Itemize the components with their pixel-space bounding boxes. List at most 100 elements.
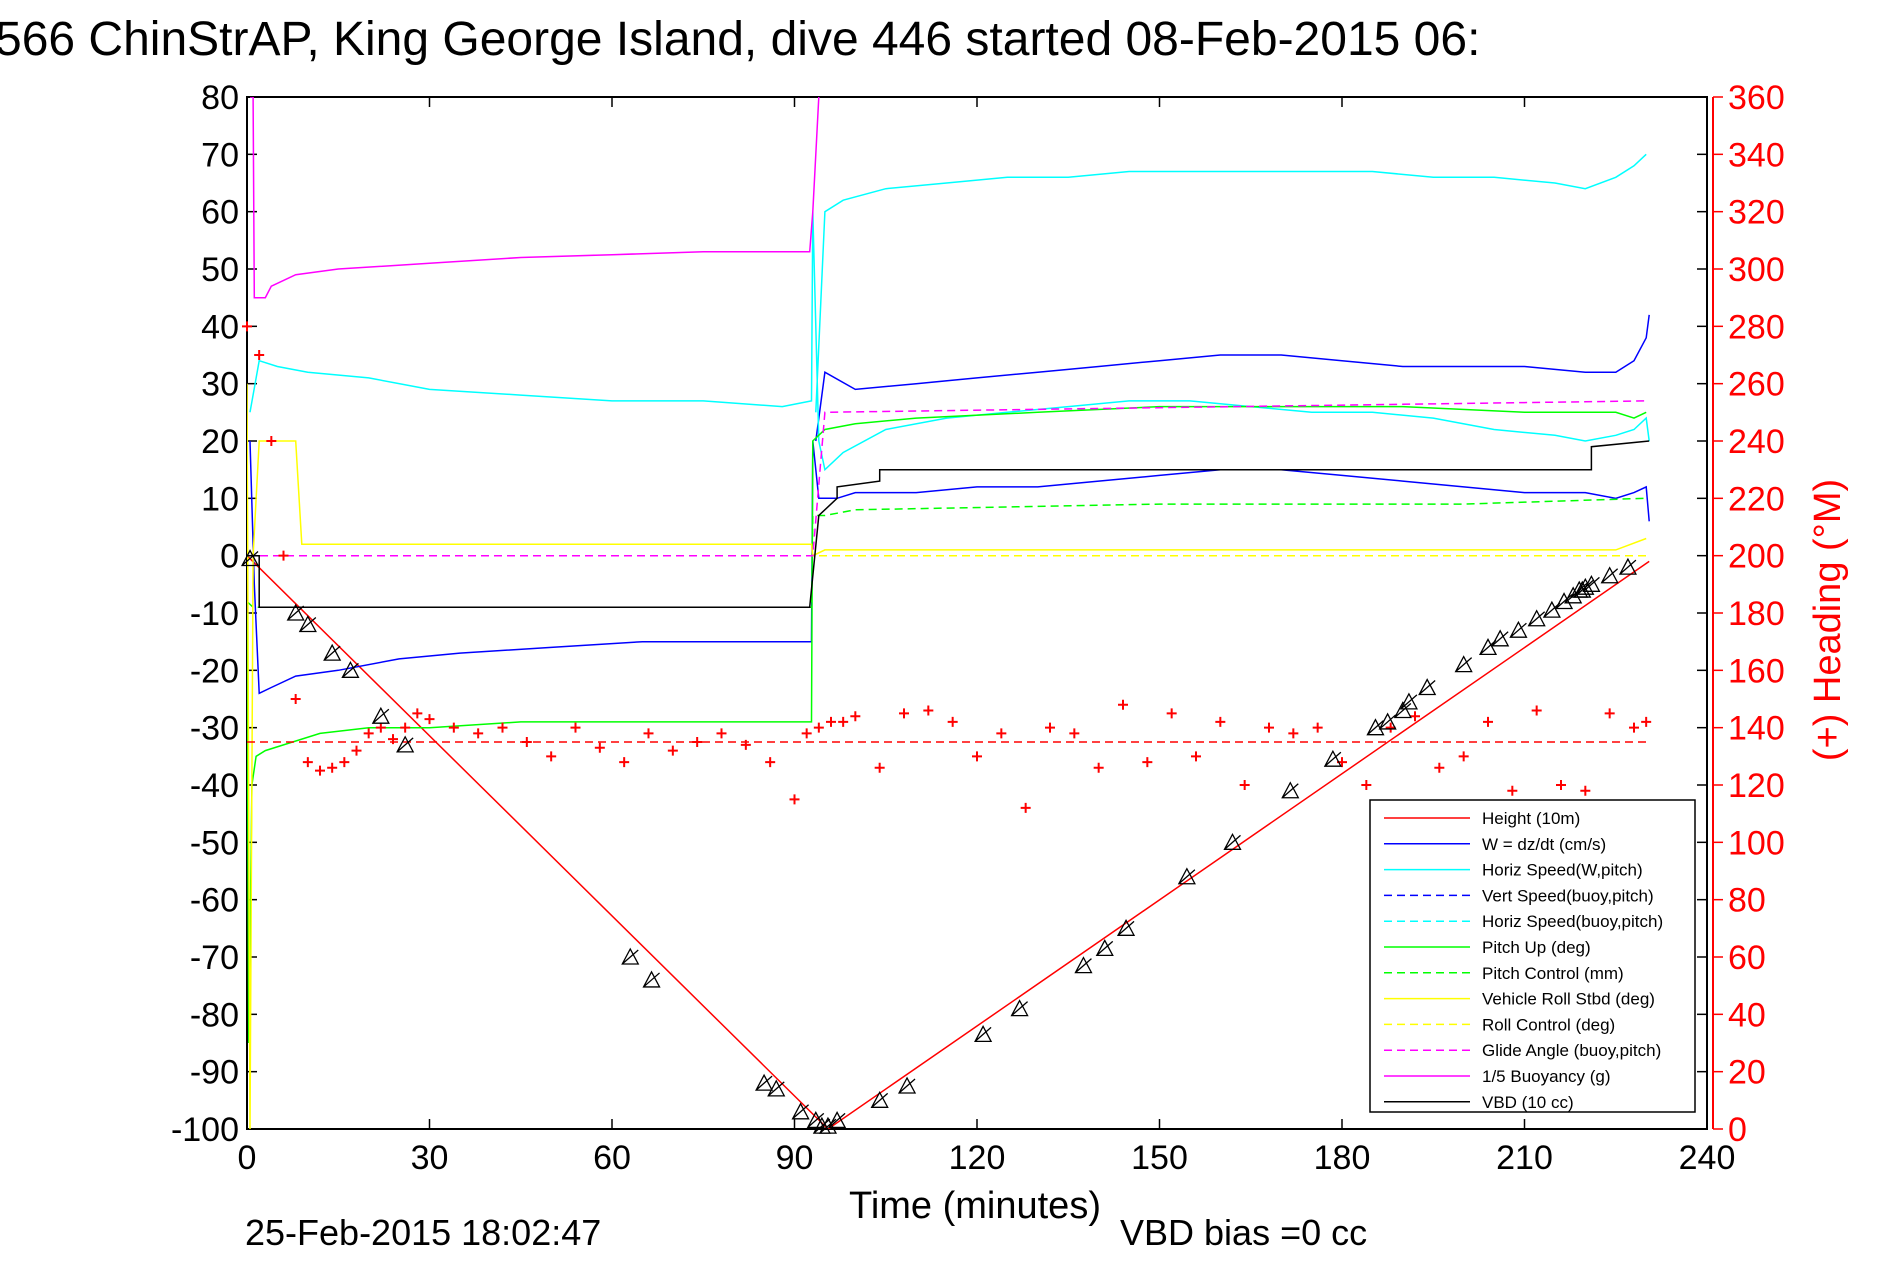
- y-right-tick-label: 120: [1728, 767, 1785, 805]
- waypoint-marker: [298, 615, 317, 633]
- heading-point: [740, 739, 751, 750]
- heading-point: [1239, 780, 1250, 790]
- series-line-2: [815, 314, 1650, 442]
- series-line-12: [250, 97, 820, 299]
- heading-point: [1385, 722, 1396, 733]
- y-tick-label: -10: [190, 595, 239, 633]
- heading-point: [290, 694, 301, 704]
- series-line-0: [247, 555, 1650, 1129]
- waypoint-marker: [396, 735, 415, 753]
- waypoint-marker: [1600, 566, 1619, 584]
- heading-point: [1215, 716, 1226, 727]
- y-tick-label: 70: [201, 136, 239, 174]
- waypoint-marker: [1223, 832, 1242, 850]
- legend-label: Vehicle Roll Stbd (deg): [1482, 990, 1655, 1009]
- heading-point: [473, 728, 484, 739]
- heading-point: [497, 722, 508, 733]
- heading-point: [923, 705, 934, 716]
- y-right-tick-label: 160: [1728, 652, 1785, 690]
- legend: Height (10m) W = dz/dt (cm/s) Horiz Speed(…: [1369, 799, 1696, 1113]
- legend-label: Pitch Control (mm): [1482, 964, 1624, 983]
- series-line-4: [815, 153, 1647, 413]
- y-right-tick-label: 220: [1728, 480, 1785, 518]
- y-tick-label: -100: [171, 1111, 239, 1149]
- waypoint-marker: [240, 549, 260, 567]
- waypoint-marker: [642, 970, 661, 988]
- y-right-tick-label: 80: [1728, 882, 1766, 920]
- y-tick-label: 40: [201, 308, 239, 346]
- y-tick-label: 10: [201, 480, 239, 518]
- waypoint-marker: [1454, 655, 1473, 673]
- legend-label: Glide Angle (buoy,pitch): [1482, 1041, 1661, 1060]
- heading-point: [1191, 751, 1201, 762]
- heading-point: [1629, 722, 1639, 733]
- footer-date: 25-Feb-2015 18:02:47: [245, 1212, 601, 1253]
- y-tick-label: -70: [190, 939, 239, 977]
- y-tick-label: -20: [190, 652, 239, 690]
- y-tick-label: 60: [201, 194, 239, 232]
- y-tick-label: 0: [220, 538, 239, 576]
- waypoint-marker: [1527, 609, 1546, 627]
- heading-point: [972, 751, 982, 762]
- y-right-tick-label: 280: [1728, 308, 1785, 346]
- heading-point: [996, 728, 1007, 739]
- waypoint-marker: [754, 1073, 774, 1091]
- heading-point: [826, 716, 836, 727]
- heading-point: [692, 737, 703, 747]
- waypoint-marker: [1177, 867, 1196, 885]
- y-axis-right: 3603403203002802602402202001801601401201…: [1712, 79, 1785, 1149]
- heading-point: [1312, 722, 1323, 733]
- heading-point: [302, 757, 313, 768]
- heading-point: [521, 737, 532, 747]
- heading-point: [1507, 785, 1518, 796]
- heading-point: [266, 436, 277, 446]
- x-tick-label: 60: [593, 1139, 631, 1177]
- heading-layer: [242, 321, 1652, 813]
- legend-label: Vert Speed(buoy,pitch): [1482, 886, 1654, 905]
- heading-point: [1604, 708, 1615, 719]
- series-line-13: [247, 440, 1650, 609]
- y-right-tick-label: 200: [1728, 538, 1785, 576]
- waypoint-marker: [767, 1079, 786, 1097]
- series-line-8: [247, 497, 1647, 609]
- heading-point: [1069, 728, 1080, 739]
- heading-point: [424, 714, 435, 725]
- x-tick-label: 120: [949, 1139, 1006, 1177]
- heading-point: [716, 728, 727, 739]
- heading-point: [278, 550, 289, 561]
- waypoint-marker: [1074, 956, 1093, 974]
- waypoint-marker: [1582, 574, 1601, 592]
- heading-point: [412, 708, 423, 719]
- heading-point: [351, 745, 362, 756]
- heading-point: [765, 757, 776, 768]
- waypoint-marker: [1281, 781, 1300, 799]
- heading-point: [339, 757, 350, 768]
- heading-point: [899, 708, 909, 719]
- heading-point: [1361, 780, 1372, 790]
- series-line-1: [249, 440, 1650, 695]
- heading-point: [1045, 722, 1055, 733]
- heading-point: [874, 762, 885, 773]
- waypoint-marker: [1399, 692, 1419, 710]
- heading-point: [667, 745, 678, 756]
- heading-point: [1458, 751, 1469, 762]
- waypoint-marker: [973, 1025, 993, 1043]
- waypoint-marker: [371, 706, 390, 724]
- waypoint-marker: [1323, 749, 1342, 767]
- waypoint-marker: [341, 660, 360, 678]
- footer-note: VBD bias =0 cc: [1120, 1212, 1367, 1253]
- legend-box: [1369, 799, 1696, 1113]
- chart-title: 566 ChinStrAP, King George Island, dive …: [0, 13, 1480, 66]
- heading-point: [850, 711, 861, 722]
- x-tick-label: 90: [776, 1139, 814, 1177]
- heading-point: [947, 716, 958, 727]
- series-line-11: [247, 400, 1647, 557]
- legend-label: Height (10m): [1482, 809, 1580, 828]
- y-tick-label: -50: [190, 824, 239, 862]
- heading-point: [1410, 711, 1420, 722]
- y-tick-label: 80: [201, 79, 239, 117]
- heading-point: [1483, 716, 1493, 727]
- y-right-tick-label: 260: [1728, 366, 1785, 404]
- legend-label: Horiz Speed(buoy,pitch): [1482, 912, 1663, 931]
- heading-point: [1142, 757, 1153, 768]
